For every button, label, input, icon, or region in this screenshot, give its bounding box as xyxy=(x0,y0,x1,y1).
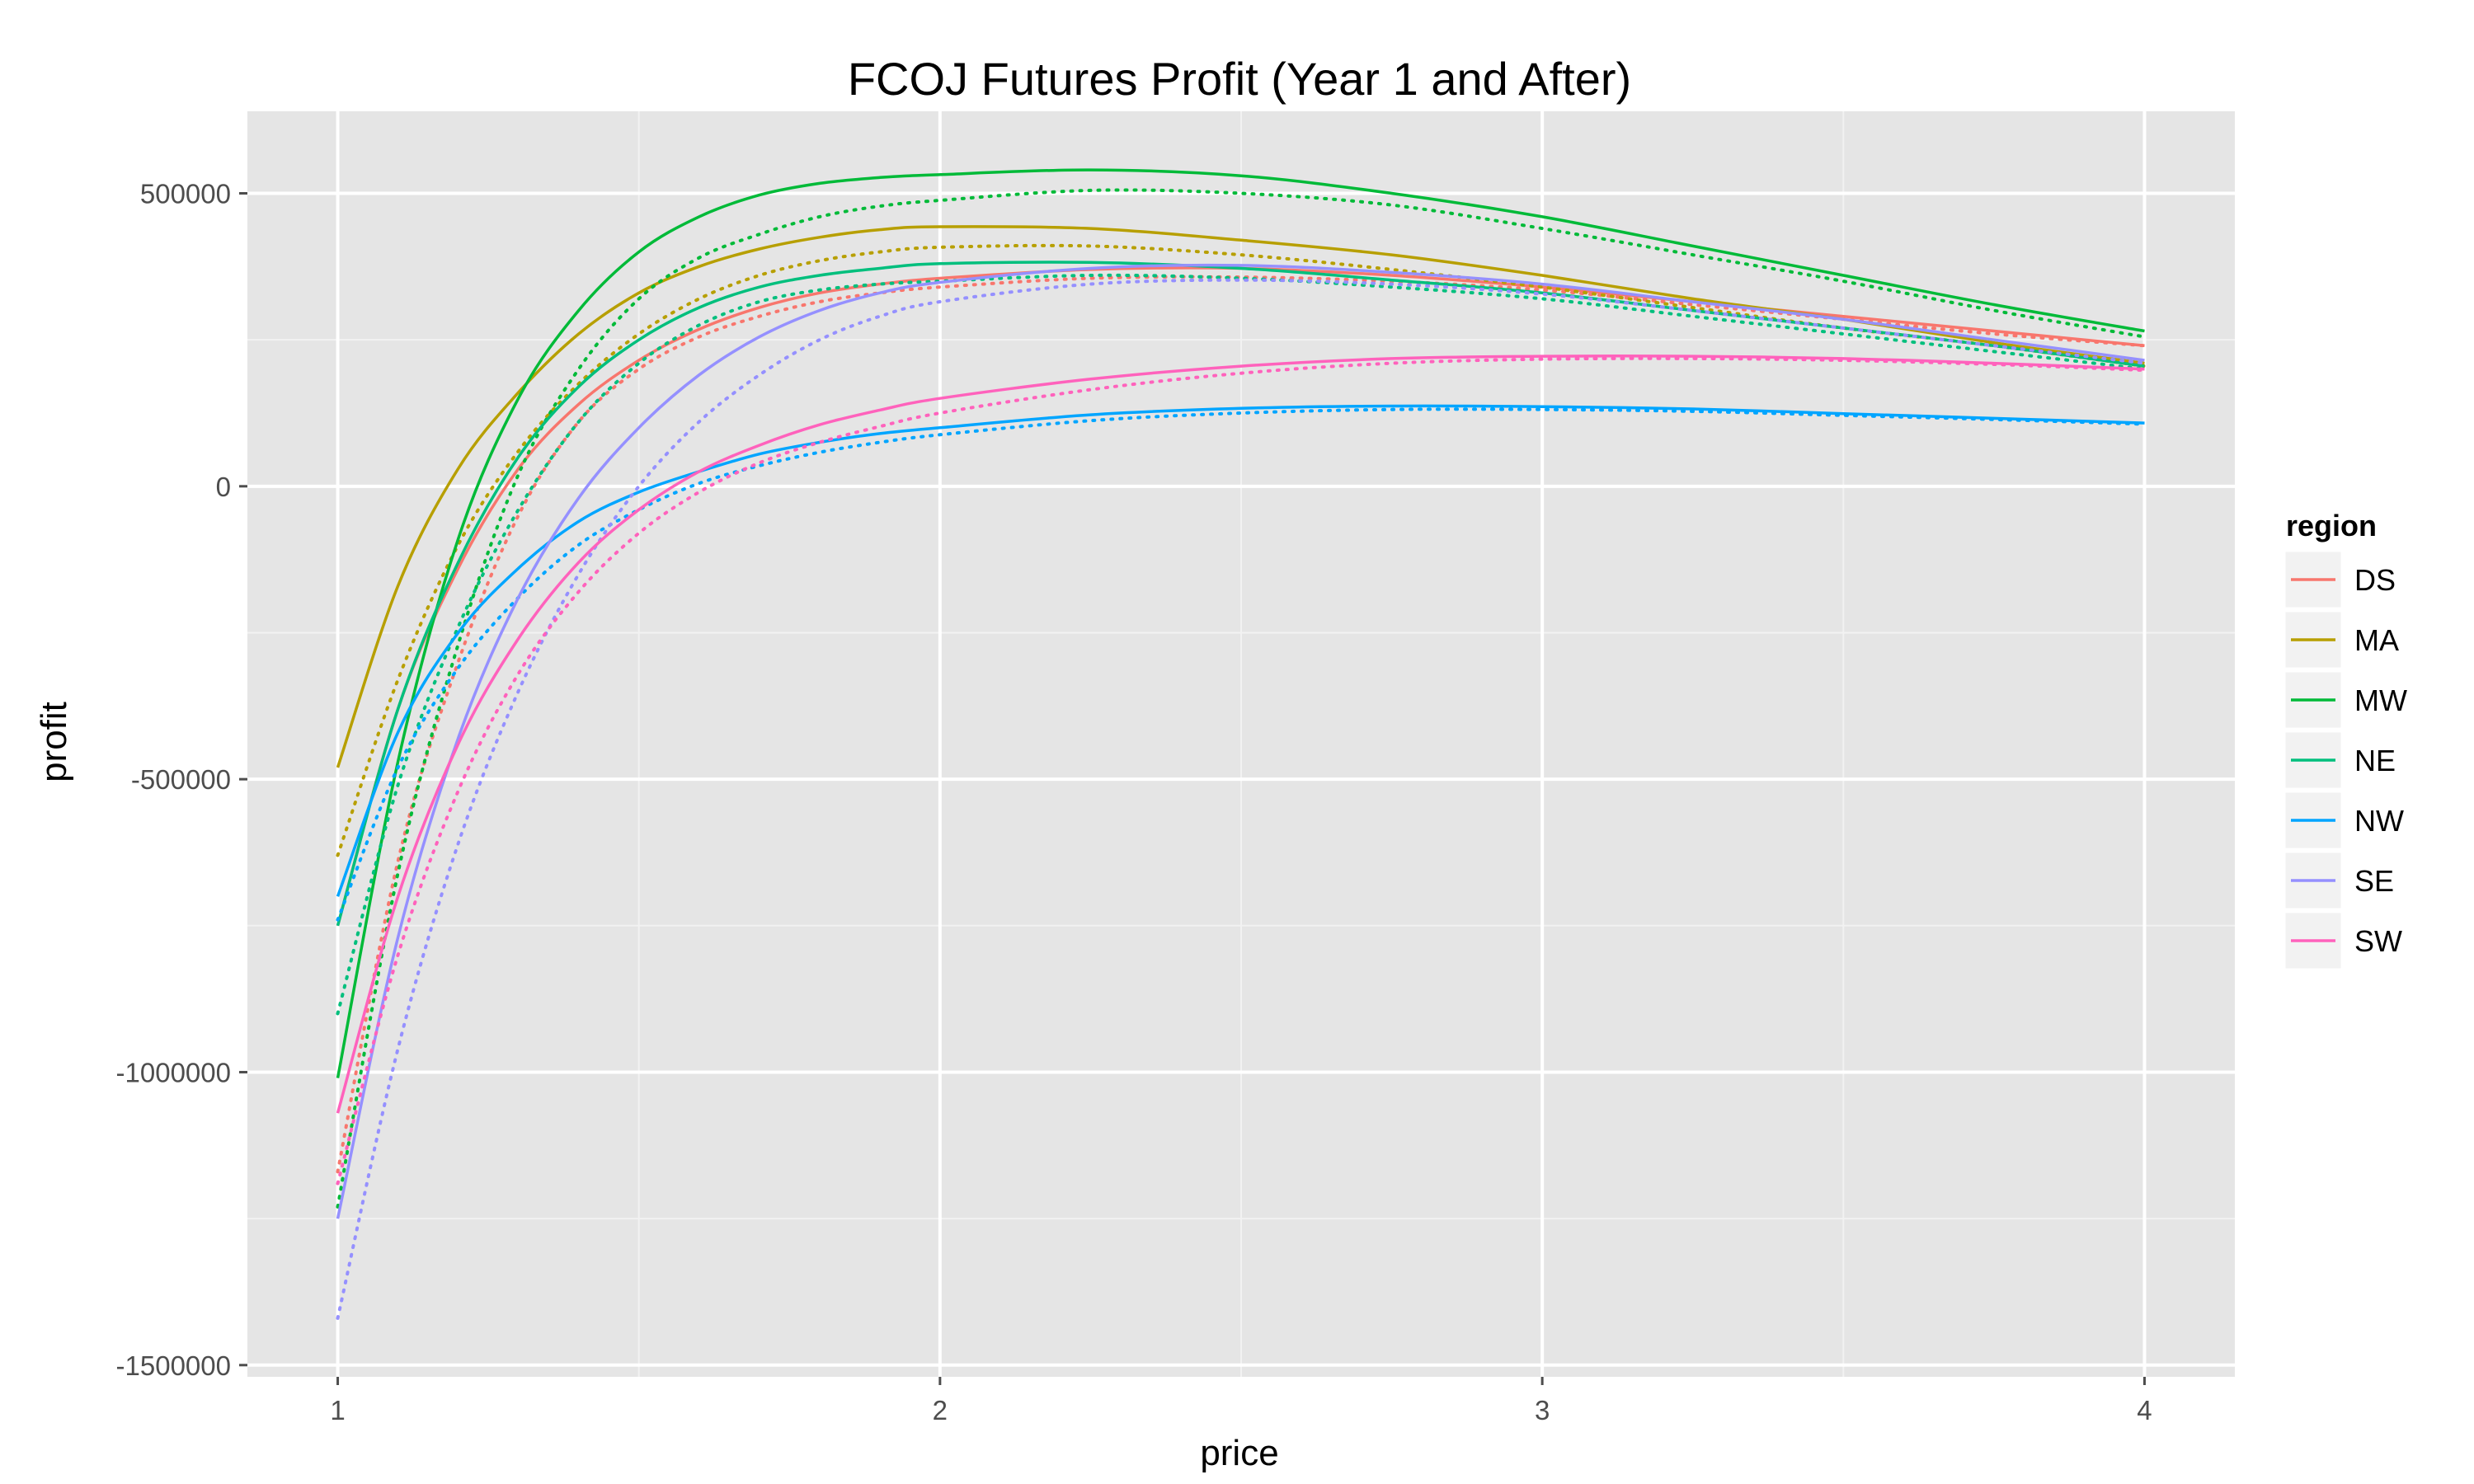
legend-title: region xyxy=(2286,509,2377,542)
series-sw-solid-line xyxy=(336,354,2145,1114)
legend: region DS MA MW NE NW SE SW xyxy=(2283,509,2407,971)
series-ma-solid-line xyxy=(336,225,2145,768)
y-tick-label: 0 xyxy=(216,472,231,502)
series-sw-dotted-line xyxy=(336,356,2147,1186)
gridlines xyxy=(247,111,2235,1377)
series-ne-dotted-line xyxy=(336,273,2147,1016)
legend-label-mw: MW xyxy=(2354,683,2407,717)
legend-label-se: SE xyxy=(2354,864,2394,898)
x-tick-label: 3 xyxy=(1535,1395,1550,1425)
legend-label-ds: DS xyxy=(2354,563,2396,597)
series-mw-solid-line xyxy=(336,168,2145,1078)
series-se-dotted-line xyxy=(336,278,2147,1320)
x-tick-label: 1 xyxy=(330,1395,345,1425)
axes: 1 2 3 4 -1500000 -1000000 -500000 0 500000 xyxy=(116,178,2152,1425)
y-tick-label: -1000000 xyxy=(116,1057,231,1087)
series-ma-dotted-line xyxy=(336,243,2147,857)
y-tick-label: -500000 xyxy=(131,764,231,795)
series-nw-dotted-line xyxy=(336,407,2147,922)
x-tick-label: 2 xyxy=(933,1395,948,1425)
legend-label-sw: SW xyxy=(2354,924,2402,958)
x-tick-label: 4 xyxy=(2137,1395,2152,1425)
legend-label-ne: NE xyxy=(2354,744,2396,777)
series-nw-solid-line xyxy=(336,404,2145,897)
series-mw-dotted-line xyxy=(336,188,2147,1209)
series-lines xyxy=(336,168,2147,1320)
legend-label-nw: NW xyxy=(2354,804,2404,838)
y-tick-label: 500000 xyxy=(140,178,231,209)
x-axis-title: price xyxy=(1200,1433,1278,1473)
y-axis-title: profit xyxy=(34,702,74,782)
y-tick-label: -1500000 xyxy=(116,1350,231,1381)
chart-title: FCOJ Futures Profit (Year 1 and After) xyxy=(848,53,1631,105)
legend-label-ma: MA xyxy=(2354,623,2399,657)
series-se-solid-line xyxy=(336,263,2145,1219)
